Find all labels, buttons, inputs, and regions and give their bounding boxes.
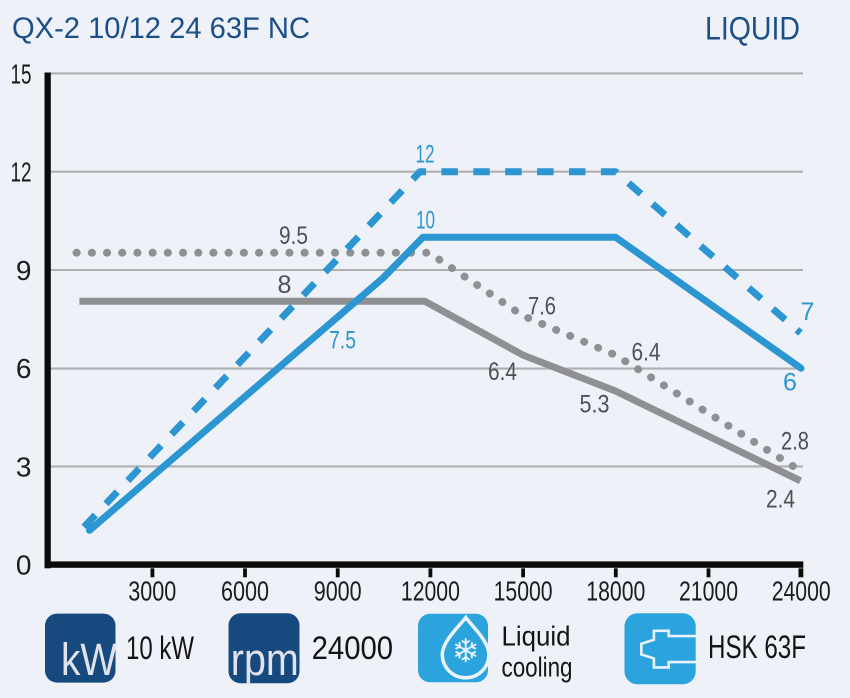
- svg-text:kW: kW: [61, 634, 117, 685]
- svg-text:rpm: rpm: [231, 634, 299, 685]
- svg-text:3000: 3000: [128, 575, 176, 606]
- svg-text:9.5: 9.5: [279, 222, 308, 250]
- svg-text:7.6: 7.6: [528, 293, 556, 321]
- svg-text:24000: 24000: [312, 630, 394, 666]
- svg-text:10 kW: 10 kW: [126, 630, 195, 666]
- svg-text:12000: 12000: [401, 575, 460, 606]
- svg-text:6.4: 6.4: [632, 339, 661, 367]
- svg-text:Liquid: Liquid: [502, 621, 571, 652]
- svg-text:cooling: cooling: [502, 652, 573, 683]
- svg-text:18000: 18000: [586, 575, 645, 606]
- svg-text:LIQUID: LIQUID: [705, 10, 800, 46]
- svg-text:12: 12: [11, 157, 32, 188]
- svg-text:9: 9: [16, 255, 32, 286]
- svg-text:3: 3: [16, 451, 32, 482]
- svg-text:6000: 6000: [221, 575, 269, 606]
- svg-text:15: 15: [11, 58, 32, 89]
- svg-text:5.3: 5.3: [580, 391, 610, 419]
- svg-text:6: 6: [783, 369, 797, 397]
- svg-text:10: 10: [416, 207, 435, 235]
- svg-text:2.4: 2.4: [766, 486, 795, 514]
- svg-text:HSK 63F: HSK 63F: [708, 629, 806, 665]
- svg-text:QX-2 10/12 24 63F NC: QX-2 10/12 24 63F NC: [12, 12, 310, 45]
- svg-text:24000: 24000: [772, 575, 831, 606]
- svg-text:2.8: 2.8: [781, 428, 809, 456]
- svg-text:7: 7: [801, 298, 815, 326]
- svg-text:12: 12: [416, 141, 435, 169]
- svg-text:0: 0: [16, 550, 32, 581]
- svg-text:15000: 15000: [494, 575, 553, 606]
- svg-text:6: 6: [16, 353, 32, 384]
- svg-text:6.4: 6.4: [488, 358, 517, 386]
- svg-text:21000: 21000: [679, 575, 738, 606]
- svg-text:8: 8: [278, 271, 292, 299]
- svg-text:7.5: 7.5: [329, 327, 356, 355]
- svg-text:9000: 9000: [314, 575, 362, 606]
